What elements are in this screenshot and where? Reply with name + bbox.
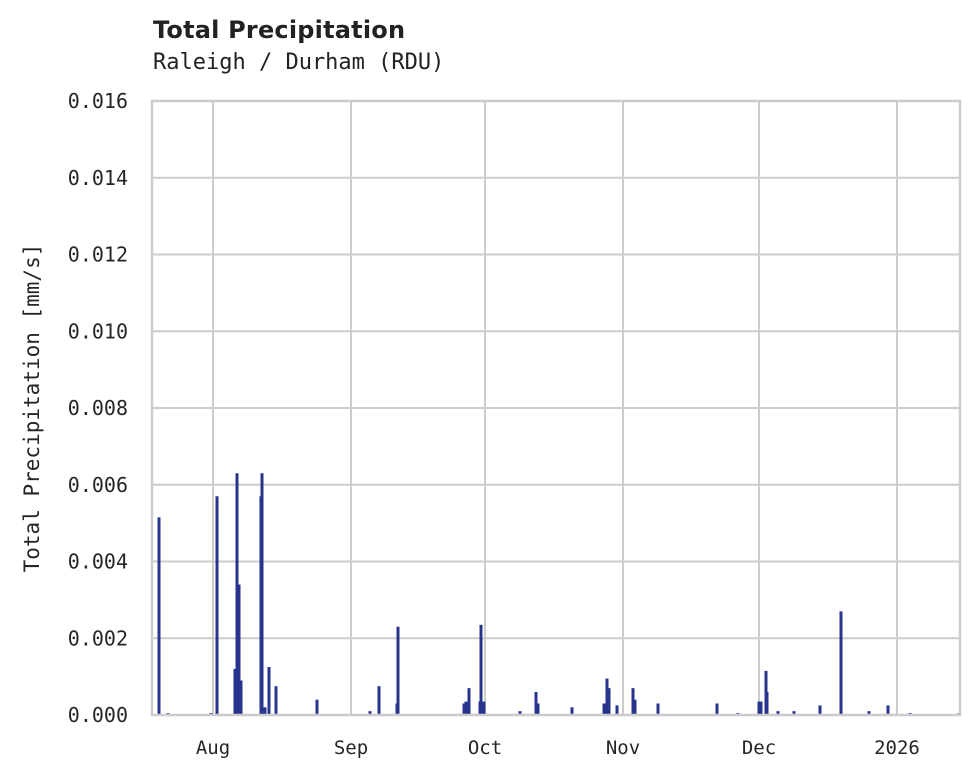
precip-bar (759, 701, 763, 715)
precipitation-bars (157, 473, 961, 715)
precip-bar (715, 703, 719, 715)
precip-bar (482, 701, 486, 715)
precip-bar (263, 707, 267, 715)
y-tick-label: 0.014 (68, 166, 128, 190)
precip-bar (570, 707, 574, 715)
precip-bar (839, 611, 843, 715)
precip-bar (602, 703, 606, 715)
precip-bar (267, 667, 271, 715)
precip-bar (776, 711, 780, 715)
precip-bar (215, 496, 219, 715)
y-tick-label: 0.016 (68, 89, 128, 113)
precip-bar (260, 473, 264, 715)
chart-title: Total Precipitation (153, 16, 406, 44)
precip-bar (274, 686, 278, 715)
precip-bar (315, 699, 319, 715)
y-tick-label: 0.008 (68, 396, 128, 420)
precip-bar (377, 686, 381, 715)
precip-bar (534, 691, 538, 715)
precip-bar (237, 584, 241, 715)
precip-bar (235, 473, 239, 715)
y-tick-label: 0.012 (68, 243, 128, 267)
x-tick-label: 2026 (874, 737, 920, 759)
precip-bar (633, 699, 637, 715)
precip-bar (818, 705, 822, 715)
x-tick-label: Dec (742, 737, 776, 759)
precip-bar (615, 705, 619, 715)
chart-subtitle: Raleigh / Durham (RDU) (153, 50, 445, 75)
precip-bar (368, 711, 372, 715)
precip-bar (396, 626, 400, 715)
precip-bar (757, 701, 761, 715)
precip-bar (462, 703, 466, 715)
y-tick-label: 0.010 (68, 319, 128, 343)
precip-bar (656, 703, 660, 715)
precip-bar (605, 678, 609, 715)
x-tick-label: Nov (606, 737, 640, 759)
y-axis-ticks: 0.000 0.002 0.004 0.006 0.008 0.010 0.012 0.014… (68, 89, 128, 727)
x-axis-ticks: Aug Sep Oct Nov Dec 2026 (196, 737, 920, 759)
precip-bar (631, 688, 635, 715)
plot-frame (150, 99, 962, 717)
precip-bar (157, 517, 161, 715)
y-tick-label: 0.002 (68, 626, 128, 650)
precip-bar (518, 711, 522, 715)
precip-bar (479, 624, 483, 715)
precip-bar (886, 705, 890, 715)
precip-bar (607, 688, 611, 715)
precip-bar (536, 703, 540, 715)
precip-bar (239, 680, 243, 715)
grid-lines (152, 101, 960, 715)
precip-bar (867, 711, 871, 715)
precip-bar (467, 688, 471, 715)
y-tick-label: 0.004 (68, 550, 128, 574)
x-tick-label: Aug (196, 737, 230, 759)
x-tick-label: Oct (468, 737, 502, 759)
precip-bar (765, 691, 769, 715)
precip-bar (464, 701, 468, 715)
precip-bar (792, 711, 796, 715)
precip-bar (233, 668, 237, 715)
y-tick-label: 0.006 (68, 473, 128, 497)
y-tick-label: 0.000 (68, 703, 128, 727)
x-tick-label: Sep (334, 737, 368, 759)
